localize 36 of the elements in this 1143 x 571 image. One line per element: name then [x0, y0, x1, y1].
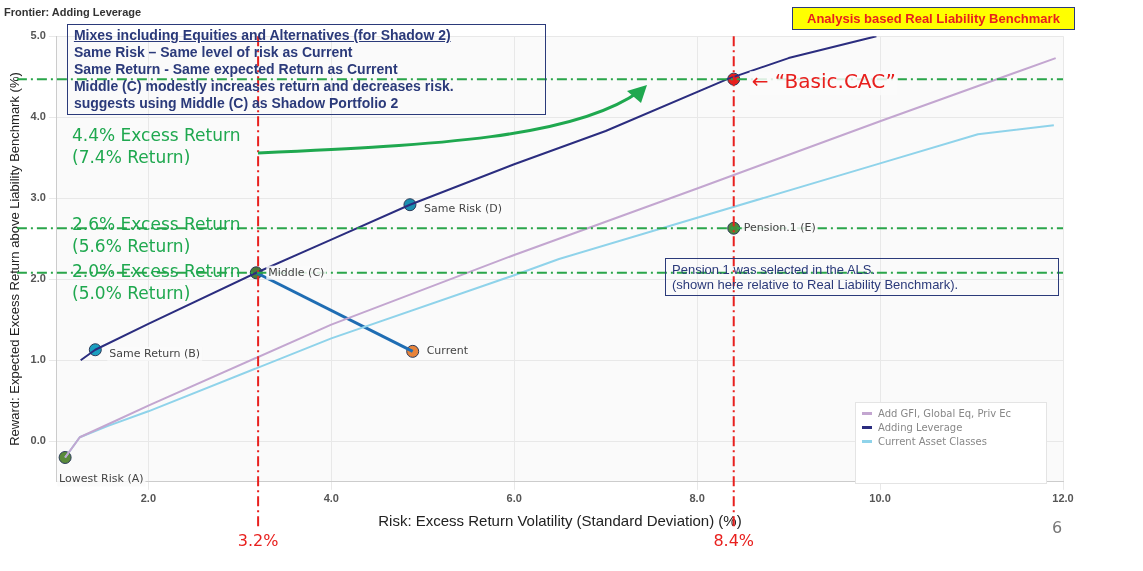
annotation: 2.6% Excess Return (5.6% Return): [72, 213, 241, 257]
x-tick-label: 12.0: [1052, 492, 1074, 505]
text: 6: [1052, 518, 1063, 537]
x-tick-label: 2.0: [140, 492, 156, 505]
y-tick-label: 3.0: [30, 191, 46, 204]
x-tick-label: 4.0: [323, 492, 339, 505]
y-axis-title: Reward: Expected Excess Return above Liability Benchmark (%): [7, 72, 23, 446]
x-tick-label: 8.0: [689, 492, 705, 505]
annotation: ← “Basic.CAC”: [751, 69, 896, 94]
legend-label: Add GFI, Global Eq, Priv Ec: [878, 407, 1012, 419]
legend-label: Adding Leverage: [878, 421, 963, 433]
chart-title: Frontier: Adding Leverage: [4, 5, 142, 18]
annotation: suggests using Middle (C) as Shadow Portfolio 2: [73, 95, 400, 113]
annotation: Middle (C) modestly increases return and decreases risk.: [73, 78, 455, 96]
x-tick-label: 10.0: [869, 492, 891, 505]
annotation: 2.0% Excess Return (5.0% Return): [72, 260, 241, 304]
annotation: Same Return - Same expected Return as Current: [73, 61, 399, 79]
x-tick-label: 6.0: [506, 492, 522, 505]
y-tick-label: 5.0: [30, 29, 46, 42]
annotation: Same Return (B): [109, 346, 201, 360]
y-tick-label: 4.0: [30, 110, 46, 123]
annotation: Lowest Risk (A): [59, 472, 144, 486]
ref-line-label: 3.2%: [237, 530, 279, 550]
legend-label: Current Asset Classes: [878, 435, 987, 447]
ref-line-label: 8.4%: [713, 530, 755, 550]
annotation: Current: [426, 344, 469, 358]
annotation: Same Risk (D): [423, 201, 503, 215]
y-tick-label: 1.0: [30, 353, 46, 366]
annotation: Mixes including Equities and Alternatives (for Shadow 2): [73, 27, 452, 45]
annotation: 4.4% Excess Return (7.4% Return): [72, 124, 241, 168]
y-tick-label: 0.0: [30, 434, 46, 447]
annotation: Pension.1 (E): [743, 221, 816, 235]
annotation: Same Risk – Same level of risk as Current: [73, 44, 354, 62]
y-tick-label: 2.0: [30, 272, 46, 285]
annotation: Middle (C): [268, 265, 325, 279]
text: Analysis based Real Liability Benchmark: [792, 7, 1075, 30]
